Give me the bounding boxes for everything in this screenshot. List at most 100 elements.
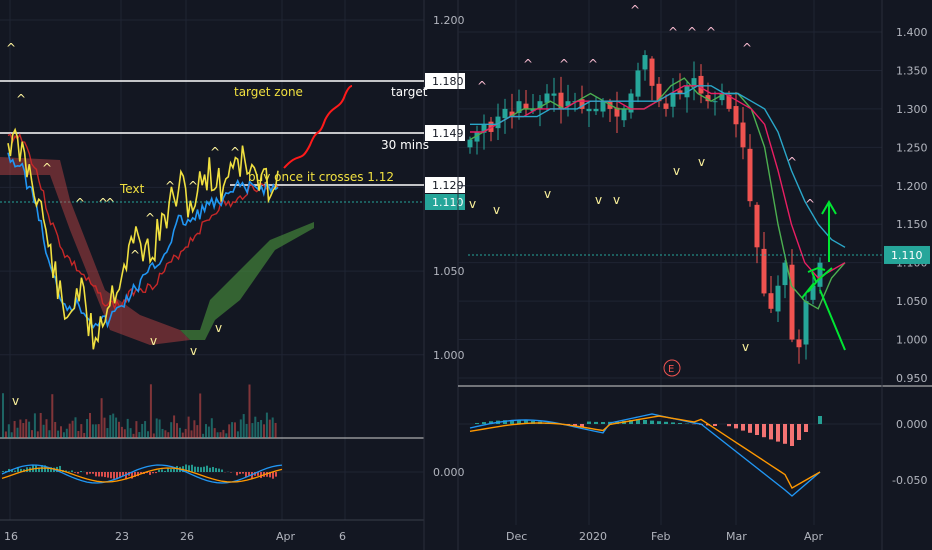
volume-bar (173, 415, 176, 438)
marker-up-icon: ^ (105, 196, 115, 210)
marker-up-icon: ^ (145, 211, 155, 225)
macd-bar (119, 472, 121, 478)
candle (544, 84, 550, 112)
macd-y-tick-label: 0.000 (433, 466, 465, 479)
macd-bar (664, 421, 668, 424)
y-tick-label: 1.250 (896, 141, 928, 154)
annotation-target-zone: target zone (234, 85, 303, 99)
candle (628, 89, 634, 119)
volume-bar (149, 384, 152, 438)
ma-slow-line (470, 85, 846, 248)
volume-bar (141, 423, 144, 438)
candle-body (719, 93, 725, 101)
candle (495, 103, 501, 141)
marker-down-icon: v (215, 321, 222, 335)
volume-bar (242, 414, 245, 438)
candle (691, 61, 697, 101)
macd-bar (89, 472, 91, 474)
annotation-buy: buy once it crosses 1.12 (248, 170, 394, 184)
marker-up-icon: ^ (588, 57, 598, 71)
candle-body (530, 108, 536, 112)
volume-bar (74, 417, 77, 438)
price-label: 1.110 (891, 249, 923, 262)
candle (754, 202, 760, 264)
macd-bar (5, 470, 7, 472)
macd-bar (170, 469, 172, 472)
volume-bar (216, 432, 219, 438)
right-panel: 1.4001.3501.3001.2501.2001.1501.1001.050… (457, 0, 932, 550)
macd-bar (475, 423, 479, 424)
macd-bar (200, 467, 202, 472)
volume-bar (28, 421, 31, 438)
y-tick-label: 1.150 (896, 218, 928, 231)
candle (474, 125, 480, 155)
macd-bar (776, 424, 780, 442)
candle-body (775, 285, 781, 312)
candle (796, 329, 802, 364)
candle-body (698, 75, 704, 94)
event-badge-icon (663, 359, 681, 377)
volume-bar (167, 432, 170, 438)
volume-bar (257, 422, 260, 438)
macd-bar (734, 424, 738, 429)
candle-body (544, 93, 550, 103)
volume-bar (126, 418, 129, 438)
marker-up-icon: ^ (75, 196, 85, 210)
volume-bar (57, 430, 60, 438)
macd-bar (248, 472, 250, 476)
candle (509, 93, 515, 129)
macd-bar (74, 472, 76, 473)
candle (635, 62, 641, 103)
candle (705, 82, 711, 109)
candle (502, 98, 508, 134)
macd-bar (11, 469, 13, 472)
candle (523, 89, 529, 116)
macd-bar (137, 472, 139, 477)
macd-bar (601, 421, 605, 424)
volume-bar (234, 422, 236, 438)
macd-bar (125, 472, 127, 480)
volume-bar (13, 421, 16, 438)
macd-bar (713, 424, 717, 426)
marker-up-icon: ^ (559, 57, 569, 71)
macd-bar (239, 472, 241, 474)
macd-bar (71, 470, 73, 472)
candle (712, 91, 718, 116)
macd-bar (517, 420, 521, 424)
level-label: 1.110 (432, 196, 464, 209)
macd-bar (727, 424, 731, 427)
volume-bar (123, 429, 126, 438)
y-tick-label: 1.200 (433, 14, 465, 27)
macd-bar (197, 466, 199, 472)
candle-body (649, 58, 655, 86)
volume-bar (54, 421, 57, 438)
macd-bar (68, 471, 70, 472)
volume-bar (268, 419, 271, 438)
candle-body (789, 264, 795, 340)
candle (488, 116, 494, 142)
macd-bar (110, 472, 112, 479)
macd-bar (245, 472, 247, 478)
macd-bar (47, 468, 49, 472)
macd-bar (131, 472, 133, 479)
volume-bar (48, 430, 51, 438)
macd-bar (2, 471, 4, 472)
macd-bar (164, 470, 166, 472)
macd-bar (122, 472, 124, 476)
candle (747, 134, 753, 207)
candle-body (768, 293, 774, 309)
candle (663, 94, 669, 117)
candle-body (481, 124, 487, 133)
x-tick-label: Apr (276, 530, 296, 543)
series-line-yellow (7, 127, 279, 350)
volume-bar (31, 430, 33, 438)
candle (726, 90, 732, 112)
marker-up-icon: ^ (787, 155, 797, 169)
marker-up-icon: ^ (130, 248, 140, 262)
candle-body (600, 101, 606, 112)
macd-bar (221, 469, 223, 472)
marker-up-icon: ^ (98, 196, 108, 210)
marker-down-icon: v (673, 164, 680, 178)
annotation-target: target (391, 85, 428, 99)
x-tick-label: Dec (506, 530, 527, 543)
